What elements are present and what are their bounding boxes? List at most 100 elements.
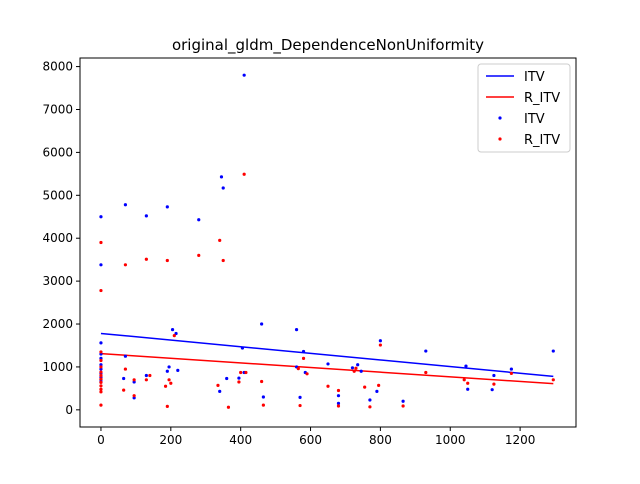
data-point-r-itv xyxy=(377,383,381,387)
data-point-r-itv xyxy=(462,378,466,382)
plot-layer xyxy=(99,73,555,409)
y-tick-label: 7000 xyxy=(42,102,73,116)
data-point-itv xyxy=(165,369,169,373)
data-point-itv xyxy=(219,175,224,179)
data-point-r-itv xyxy=(132,394,136,398)
data-point-r-itv xyxy=(99,358,103,363)
data-point-r-itv xyxy=(296,367,300,371)
data-point-itv xyxy=(294,328,299,332)
data-point-r-itv xyxy=(165,258,169,263)
data-point-r-itv xyxy=(226,405,231,409)
data-point-r-itv xyxy=(197,253,201,257)
y-tick-label: 2000 xyxy=(42,317,73,331)
data-point-r-itv xyxy=(368,405,372,409)
legend-box xyxy=(477,63,571,153)
data-point-r-itv xyxy=(99,370,103,374)
data-point-itv xyxy=(123,203,128,207)
data-point-r-itv xyxy=(99,403,103,407)
fit-line-r-itv xyxy=(100,352,554,385)
data-point-r-itv xyxy=(122,388,126,392)
data-point-r-itv xyxy=(301,356,306,360)
data-point-itv xyxy=(326,362,330,366)
data-point-r-itv xyxy=(218,238,222,242)
data-point-itv xyxy=(401,399,405,403)
legend-label: R_ITV xyxy=(524,133,560,148)
data-point-itv xyxy=(350,366,355,370)
data-point-r-itv xyxy=(99,387,103,391)
data-point-r-itv xyxy=(237,380,241,384)
data-point-itv xyxy=(99,341,103,345)
data-point-r-itv xyxy=(363,385,367,389)
data-point-itv xyxy=(359,369,363,373)
data-point-itv xyxy=(99,215,103,219)
y-tick-label: 5000 xyxy=(42,188,73,202)
data-point-r-itv xyxy=(144,257,148,261)
data-point-itv xyxy=(176,368,180,372)
data-point-r-itv xyxy=(260,379,264,384)
data-point-r-itv xyxy=(354,366,358,370)
data-point-r-itv xyxy=(336,388,341,393)
legend: ITV R_ITV ITV R_ITV xyxy=(477,63,571,153)
x-tick-label: 600 xyxy=(299,433,322,447)
legend-dot-swatch xyxy=(498,116,502,120)
data-point-r-itv xyxy=(163,384,168,388)
data-point-r-itv xyxy=(509,371,513,375)
data-point-r-itv xyxy=(99,288,103,293)
data-point-itv xyxy=(356,363,360,367)
data-point-r-itv xyxy=(466,381,470,385)
data-point-itv xyxy=(260,322,264,326)
data-point-itv xyxy=(122,376,126,381)
fit-line-itv xyxy=(100,332,554,378)
y-tick-label: 8000 xyxy=(42,60,73,74)
y-tick-label: 4000 xyxy=(42,231,73,245)
data-point-r-itv xyxy=(239,370,243,375)
x-tick-label: 200 xyxy=(159,433,182,447)
data-point-itv xyxy=(174,331,178,336)
data-point-itv xyxy=(165,205,169,209)
data-point-itv xyxy=(225,376,229,381)
data-point-itv xyxy=(221,186,225,190)
x-tick-label: 0 xyxy=(97,433,105,447)
legend-label: ITV xyxy=(524,112,545,127)
data-point-r-itv xyxy=(492,382,496,386)
legend-label: R_ITV xyxy=(524,91,560,106)
data-point-itv xyxy=(218,389,222,393)
data-point-itv xyxy=(261,395,265,399)
data-point-itv xyxy=(144,214,148,218)
axes-layer: 0 200 400 600 800 1000 1200 0 1000 2000 3000 4000 50… xyxy=(42,57,577,447)
data-point-r-itv xyxy=(336,404,341,408)
data-point-r-itv xyxy=(169,381,173,385)
data-point-r-itv xyxy=(244,370,248,375)
data-point-r-itv xyxy=(99,380,103,384)
data-point-r-itv xyxy=(123,263,128,267)
data-point-r-itv xyxy=(167,378,171,382)
data-point-r-itv xyxy=(148,373,152,378)
y-tick-label: 1000 xyxy=(42,360,73,374)
data-point-itv xyxy=(466,387,470,391)
data-point-r-itv xyxy=(123,367,128,371)
data-point-r-itv xyxy=(144,378,148,382)
data-point-r-itv xyxy=(378,343,382,347)
x-tick-label: 1200 xyxy=(505,433,536,447)
data-point-itv xyxy=(378,339,382,343)
data-point-itv xyxy=(240,346,245,350)
data-point-r-itv xyxy=(305,372,309,376)
data-point-itv xyxy=(336,394,341,398)
data-point-r-itv xyxy=(551,378,555,382)
data-point-itv xyxy=(99,263,103,267)
plot-frame xyxy=(79,57,577,428)
data-point-itv xyxy=(551,349,555,353)
data-point-itv xyxy=(301,349,306,354)
data-point-itv xyxy=(237,376,241,380)
data-point-r-itv xyxy=(99,373,103,378)
data-point-r-itv xyxy=(99,390,103,394)
data-point-itv xyxy=(298,395,302,399)
data-point-r-itv xyxy=(298,403,302,408)
data-point-itv xyxy=(197,218,201,222)
x-tick-label: 800 xyxy=(369,433,392,447)
data-point-r-itv xyxy=(99,240,103,245)
data-point-itv xyxy=(336,401,341,406)
data-point-itv xyxy=(167,365,171,369)
